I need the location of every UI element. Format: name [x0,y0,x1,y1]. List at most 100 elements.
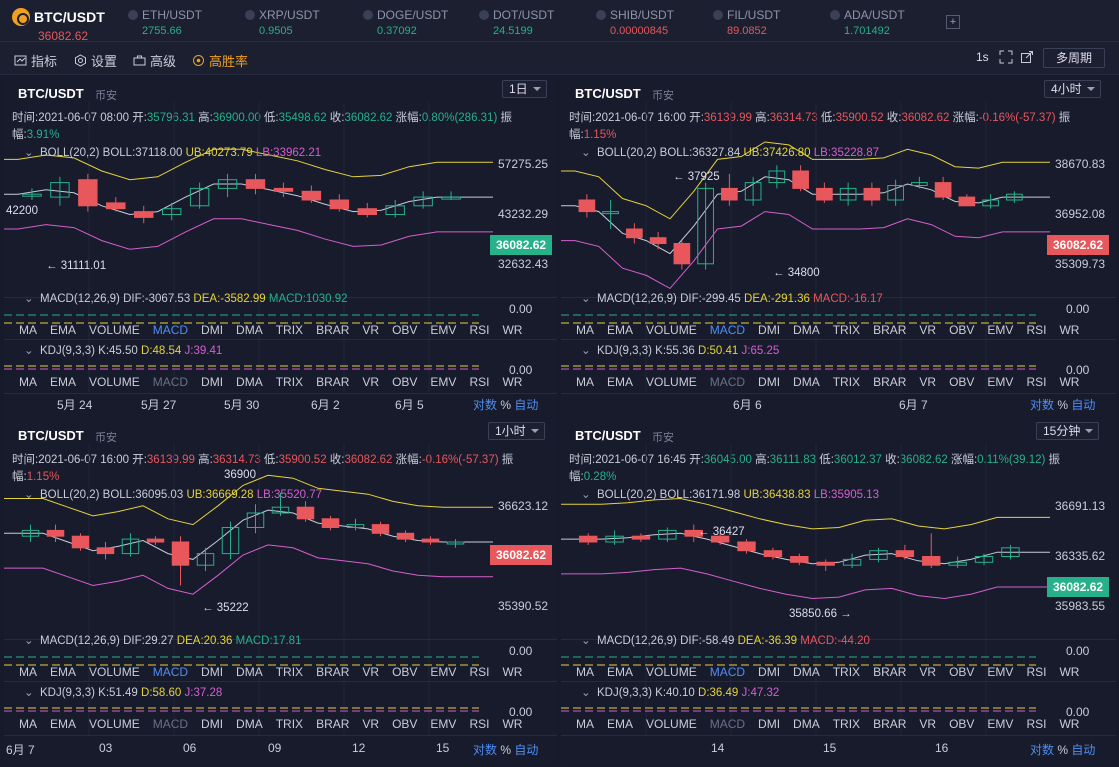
ticker-xrp-usdt[interactable]: XRP/USDT 0.9505 [245,0,320,42]
tab-trix[interactable]: TRIX [832,665,861,679]
tab-wr[interactable]: WR [502,323,523,337]
tab-dmi[interactable]: DMI [201,717,224,731]
tab-dma[interactable]: DMA [236,323,263,337]
tab-emv[interactable]: EMV [430,375,457,389]
tab-trix[interactable]: TRIX [275,323,304,337]
tab-brar[interactable]: BRAR [316,323,350,337]
auto-scale-toggle[interactable]: 自动 [1071,743,1096,757]
tab-rsi[interactable]: RSI [1026,323,1047,337]
tab-macd[interactable]: MACD [709,375,746,389]
tab-vr[interactable]: VR [362,375,380,389]
tab-trix[interactable]: TRIX [832,717,861,731]
chevron-down-icon[interactable]: ⌄ [24,489,34,501]
tab-macd[interactable]: MACD [709,665,746,679]
chevron-down-icon[interactable]: ⌄ [24,635,34,647]
tab-volume[interactable]: VOLUME [646,665,697,679]
tab-dmi[interactable]: DMI [758,323,781,337]
percent-toggle[interactable]: % [1057,398,1069,412]
tab-volume[interactable]: VOLUME [89,375,140,389]
ticker-dot-usdt[interactable]: DOT/USDT 24.5199 [479,0,554,42]
interval-select[interactable]: 1日 [502,80,547,98]
interval-select[interactable]: 15分钟 [1036,422,1100,440]
tab-ema[interactable]: EMA [607,717,634,731]
tab-obv[interactable]: OBV [949,375,975,389]
tab-vr[interactable]: VR [919,375,937,389]
chevron-down-icon[interactable]: ⌄ [581,635,591,647]
chevron-down-icon[interactable]: ⌄ [581,147,591,159]
tab-ema[interactable]: EMA [607,323,634,337]
chevron-down-icon[interactable]: ⌄ [581,293,591,305]
tab-ema[interactable]: EMA [50,375,77,389]
tab-brar[interactable]: BRAR [873,665,907,679]
tab-obv[interactable]: OBV [392,375,418,389]
chart-panel-1[interactable]: BTC/USDT 币安 1日 时间:2021-06-07 08:00 开:35796.… [4,77,557,417]
tab-brar[interactable]: BRAR [316,717,350,731]
tab-trix[interactable]: TRIX [275,717,304,731]
chart-panel-3[interactable]: BTC/USDT 币安 1小时 时间:2021-06-07 16:00 开:36139… [4,419,557,762]
chevron-down-icon[interactable]: ⌄ [581,489,591,501]
log-scale-toggle[interactable]: 对数 [1030,398,1055,412]
tab-dma[interactable]: DMA [236,717,263,731]
percent-toggle[interactable]: % [1057,743,1069,757]
tab-wr[interactable]: WR [1059,665,1080,679]
tab-ma[interactable]: MA [19,665,37,679]
tab-emv[interactable]: EMV [987,323,1014,337]
tab-ema[interactable]: EMA [607,375,634,389]
interval-select[interactable]: 4小时 [1044,80,1101,98]
advanced-button[interactable]: 高级 [133,51,176,70]
tab-dmi[interactable]: DMI [758,375,781,389]
tab-macd[interactable]: MACD [152,665,189,679]
tab-volume[interactable]: VOLUME [646,323,697,337]
indicators-button[interactable]: 指标 [14,51,57,70]
tab-ema[interactable]: EMA [50,665,77,679]
tab-volume[interactable]: VOLUME [646,375,697,389]
tab-dma[interactable]: DMA [793,323,820,337]
chevron-down-icon[interactable]: ⌄ [24,687,34,699]
tab-wr[interactable]: WR [1059,717,1080,731]
auto-scale-toggle[interactable]: 自动 [1071,398,1096,412]
tab-volume[interactable]: VOLUME [89,665,140,679]
tab-macd[interactable]: MACD [152,323,189,337]
chevron-down-icon[interactable]: ⌄ [581,345,591,357]
auto-scale-toggle[interactable]: 自动 [514,743,539,757]
auto-scale-toggle[interactable]: 自动 [514,398,539,412]
tab-wr[interactable]: WR [502,717,523,731]
tab-emv[interactable]: EMV [987,665,1014,679]
tab-ema[interactable]: EMA [607,665,634,679]
ticker-fil-usdt[interactable]: FIL/USDT 89.0852 [713,0,780,42]
popout-icon[interactable] [1020,50,1034,64]
tab-wr[interactable]: WR [502,665,523,679]
chevron-down-icon[interactable]: ⌄ [24,293,34,305]
chevron-down-icon[interactable]: ⌄ [24,345,34,357]
tab-obv[interactable]: OBV [392,665,418,679]
settings-button[interactable]: 设置 [74,51,117,70]
tab-trix[interactable]: TRIX [275,665,304,679]
tab-brar[interactable]: BRAR [873,375,907,389]
tab-emv[interactable]: EMV [430,665,457,679]
tab-rsi[interactable]: RSI [1026,717,1047,731]
log-scale-toggle[interactable]: 对数 [1030,743,1055,757]
tab-rsi[interactable]: RSI [1026,665,1047,679]
tab-emv[interactable]: EMV [987,717,1014,731]
fullscreen-icon[interactable] [999,50,1013,64]
tab-vr[interactable]: VR [362,323,380,337]
candlestick-chart[interactable] [4,419,557,762]
tab-brar[interactable]: BRAR [316,375,350,389]
tab-macd[interactable]: MACD [152,717,189,731]
tab-ma[interactable]: MA [576,665,594,679]
ticker-eth-usdt[interactable]: ETH/USDT 2755.66 [128,0,202,42]
tab-dma[interactable]: DMA [793,375,820,389]
tab-vr[interactable]: VR [362,717,380,731]
tab-dma[interactable]: DMA [236,665,263,679]
tab-dma[interactable]: DMA [793,665,820,679]
ticker-btc-usdt[interactable]: BTC/USDT 36082.62 [12,0,105,43]
tab-wr[interactable]: WR [1059,323,1080,337]
tab-wr[interactable]: WR [502,375,523,389]
tab-dma[interactable]: DMA [236,375,263,389]
add-ticker-button[interactable]: + [946,15,960,29]
tab-ema[interactable]: EMA [50,717,77,731]
tab-obv[interactable]: OBV [392,717,418,731]
ticker-ada-usdt[interactable]: ADA/USDT 1.701492 [830,0,905,42]
tab-rsi[interactable]: RSI [1026,375,1047,389]
percent-toggle[interactable]: % [500,398,512,412]
